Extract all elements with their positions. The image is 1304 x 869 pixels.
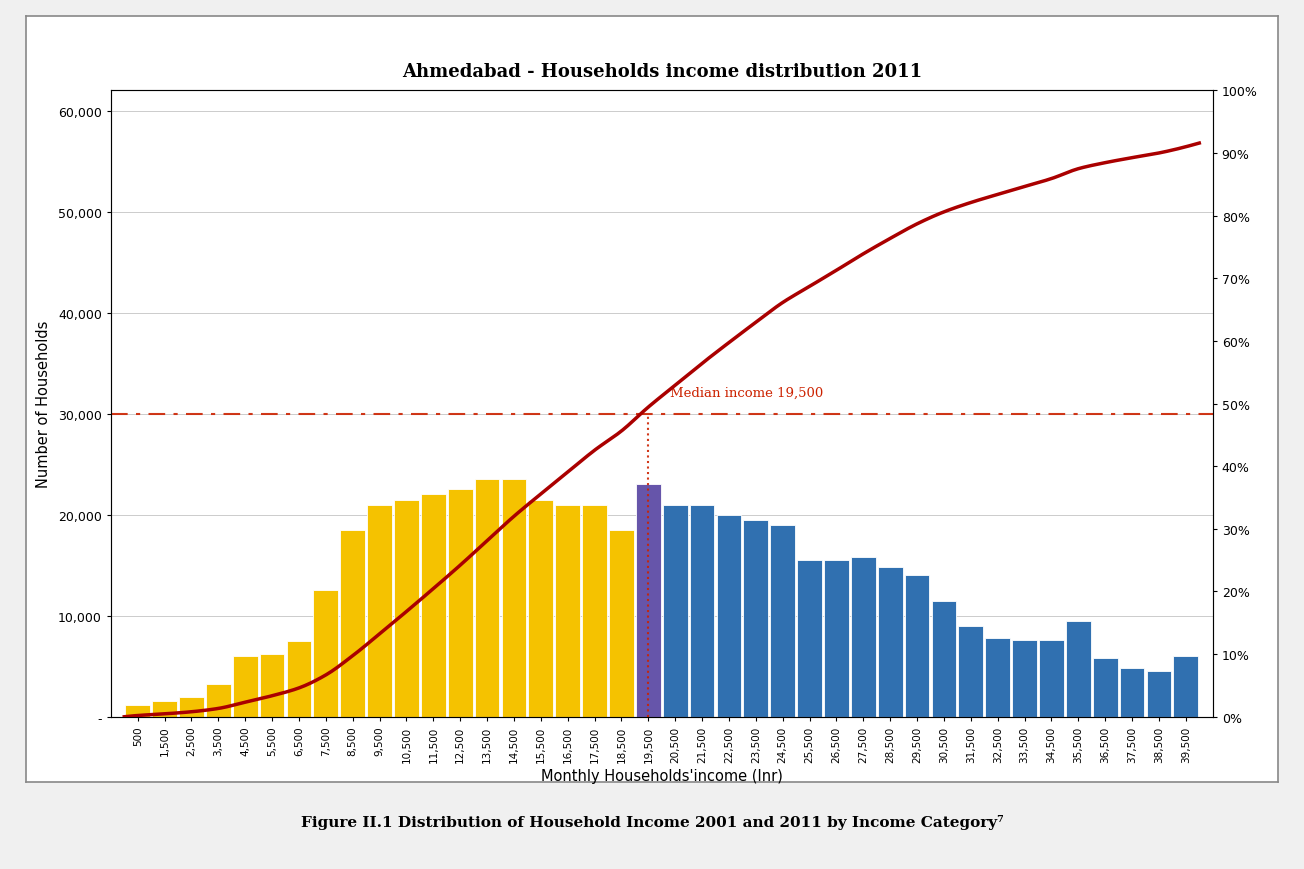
- Bar: [931, 600, 956, 717]
- Bar: [259, 654, 284, 717]
- Bar: [852, 558, 876, 717]
- Bar: [1065, 621, 1090, 717]
- Bar: [125, 705, 150, 717]
- Bar: [662, 505, 687, 717]
- Text: Median income 19,500: Median income 19,500: [670, 386, 823, 399]
- Bar: [1174, 656, 1198, 717]
- Bar: [1093, 659, 1118, 717]
- Bar: [717, 515, 742, 717]
- Bar: [878, 567, 902, 717]
- Bar: [986, 638, 1011, 717]
- Bar: [1039, 640, 1064, 717]
- Bar: [905, 575, 930, 717]
- Bar: [797, 561, 822, 717]
- Bar: [556, 505, 580, 717]
- Bar: [179, 697, 203, 717]
- Bar: [528, 500, 553, 717]
- Bar: [447, 490, 472, 717]
- Bar: [609, 530, 634, 717]
- Bar: [153, 700, 177, 717]
- Bar: [287, 641, 312, 717]
- Bar: [368, 505, 393, 717]
- Bar: [636, 485, 661, 717]
- Bar: [233, 656, 258, 717]
- Bar: [340, 530, 365, 717]
- Bar: [475, 480, 499, 717]
- Bar: [771, 525, 795, 717]
- Bar: [824, 561, 849, 717]
- Bar: [958, 626, 983, 717]
- Bar: [502, 480, 527, 717]
- Bar: [690, 505, 715, 717]
- Bar: [1146, 672, 1171, 717]
- Bar: [1012, 640, 1037, 717]
- Bar: [743, 521, 768, 717]
- Text: Figure II.1 Distribution of Household Income 2001 and 2011 by Income Category⁷: Figure II.1 Distribution of Household In…: [301, 813, 1003, 829]
- Y-axis label: Number of Households: Number of Households: [37, 321, 51, 488]
- Bar: [313, 591, 338, 717]
- Bar: [206, 685, 231, 717]
- Bar: [1120, 668, 1145, 717]
- Bar: [421, 495, 446, 717]
- X-axis label: Monthly Households'income (Inr): Monthly Households'income (Inr): [541, 767, 782, 783]
- Bar: [394, 500, 419, 717]
- Title: Ahmedabad - Households income distribution 2011: Ahmedabad - Households income distributi…: [402, 63, 922, 82]
- Bar: [582, 505, 606, 717]
